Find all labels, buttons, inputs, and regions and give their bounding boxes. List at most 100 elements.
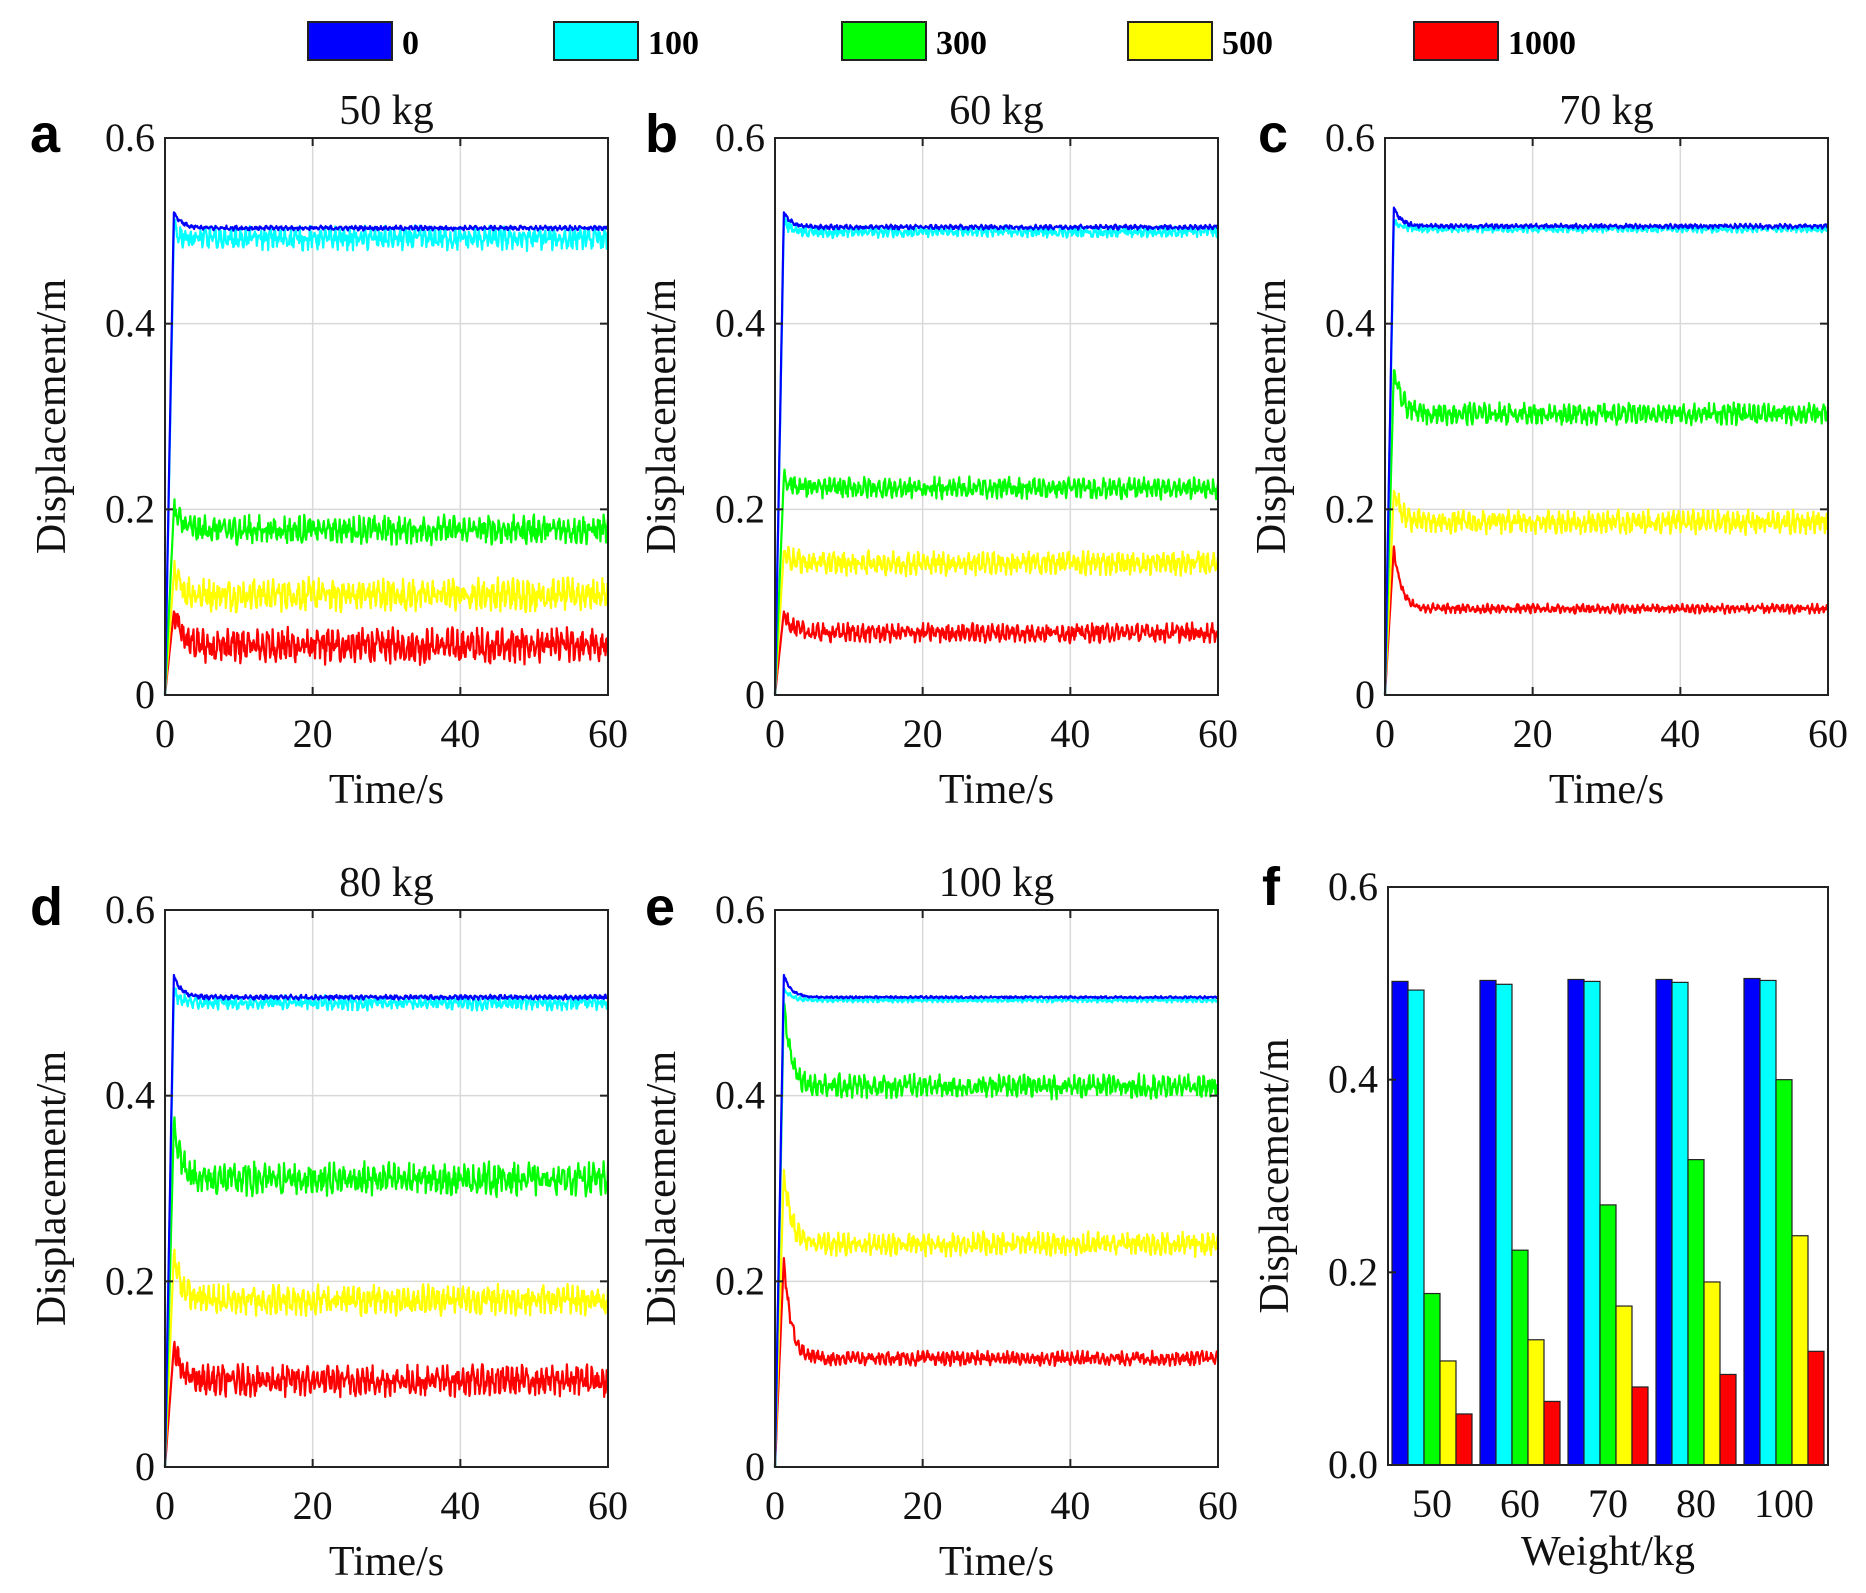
y-tick-label: 0 [135, 1444, 155, 1489]
x-tick-label: 80 [1676, 1481, 1716, 1526]
bar-100-300 [1775, 1079, 1793, 1466]
y-tick-label: 0.4 [105, 301, 155, 346]
y-tick-label: 0.0 [1328, 1442, 1378, 1487]
series-line-c-500 [1383, 489, 1830, 696]
bar-100-1000 [1807, 1350, 1825, 1466]
x-tick-label: 40 [1050, 1483, 1090, 1528]
bar-80-100 [1671, 981, 1689, 1466]
bar-80-300 [1687, 1159, 1705, 1466]
y-tick-label: 0.4 [715, 1073, 765, 1118]
legend-label-300: 300 [936, 25, 987, 62]
series-line-b-100 [773, 217, 1220, 696]
y-tick-label: 0 [745, 672, 765, 717]
series-line-d-500 [163, 1248, 610, 1468]
y-tick-label: 0 [1355, 672, 1375, 717]
y-tick-label: 0.2 [1325, 486, 1375, 531]
x-tick-label: 60 [588, 711, 628, 756]
x-tick-label: 100 [1754, 1481, 1814, 1526]
plot-area [775, 910, 1218, 1467]
series-line-d-300 [163, 1116, 610, 1468]
series-line-d-0 [163, 973, 609, 1468]
legend-swatch-0 [307, 21, 393, 61]
bar-100-100 [1759, 979, 1777, 1466]
legend-item-1000: 1000 [1413, 21, 1576, 62]
legend-swatch-100 [553, 21, 639, 61]
panel-c: c 70 kg 0 20 40 60 0 0.2 0.4 0.6 Time/s Displacemen… [1249, 88, 1848, 813]
panel-label-c: c [1258, 104, 1288, 164]
bar-60-100 [1495, 983, 1513, 1466]
plot-frame [1387, 886, 1829, 1466]
legend-swatch-300 [841, 21, 927, 61]
y-tick-label: 0.4 [715, 301, 765, 346]
panel-b: b 60 kg 0 20 40 60 0 0.2 0.4 0.6 Time/s Displacemen… [639, 88, 1238, 813]
bar-50-100 [1407, 989, 1425, 1466]
bar-60-1000 [1543, 1400, 1561, 1466]
series-line-a-0 [163, 211, 609, 696]
bar-100-500 [1791, 1235, 1809, 1466]
x-axis-label: Weight/kg [1521, 1529, 1695, 1575]
x-tick-label: 20 [293, 1483, 333, 1528]
x-tick-label: 0 [765, 711, 785, 756]
x-tick-label: 20 [293, 711, 333, 756]
bar-60-0 [1479, 979, 1497, 1466]
panel-label-e: e [645, 877, 675, 937]
bar-60-300 [1511, 1249, 1529, 1466]
x-tick-label: 40 [1050, 711, 1090, 756]
series-line-c-0 [1383, 206, 1829, 696]
x-tick-label: 40 [440, 711, 480, 756]
series-line-e-1000 [773, 1257, 1220, 1468]
legend-label-100: 100 [648, 25, 699, 62]
y-axis-label: Displacement/m [29, 279, 75, 555]
y-tick-label: 0.2 [715, 1258, 765, 1303]
series-line-d-1000 [163, 1340, 610, 1468]
panels: a 50 kg 0 20 40 60 0 0.2 0.4 0.6 Time/s Displacemen… [29, 88, 1848, 1585]
panel-label-b: b [645, 104, 678, 164]
legend-label-1000: 1000 [1508, 25, 1576, 62]
plot-frame [774, 909, 1219, 1468]
x-tick-label: 60 [1500, 1481, 1540, 1526]
y-tick-label: 0.2 [105, 1258, 155, 1303]
x-tick-label: 0 [155, 711, 175, 756]
x-tick-label: 20 [1513, 711, 1553, 756]
legend-item-0: 0 [307, 21, 419, 62]
panel-title-c: 70 kg [1559, 88, 1654, 134]
x-axis-label: Time/s [939, 767, 1054, 813]
plot-area [775, 138, 1218, 695]
legend: 0 100 300 500 1000 [307, 21, 1576, 62]
x-tick-label: 0 [155, 1483, 175, 1528]
y-tick-label: 0 [745, 1444, 765, 1489]
bar-70-100 [1583, 980, 1601, 1466]
bar-80-500 [1703, 1281, 1721, 1466]
panel-title-d: 80 kg [339, 860, 434, 906]
legend-label-0: 0 [402, 25, 419, 62]
y-tick-label: 0.6 [715, 115, 765, 160]
y-axis-label: Displacement/m [639, 1051, 685, 1327]
bar-80-0 [1655, 978, 1673, 1466]
x-tick-label: 0 [1375, 711, 1395, 756]
x-axis-label: Time/s [1549, 767, 1664, 813]
y-tick-label: 0.4 [1325, 301, 1375, 346]
bar-70-500 [1615, 1305, 1633, 1466]
series-line-a-300 [163, 498, 610, 696]
series-line-e-0 [773, 973, 1219, 1468]
series-line-b-0 [773, 211, 1219, 696]
bar-60-500 [1527, 1339, 1545, 1466]
bar-70-1000 [1631, 1386, 1649, 1466]
bar-50-0 [1391, 980, 1409, 1466]
y-axis-label: Displacement/m [1249, 279, 1295, 555]
plot-frame [774, 137, 1219, 696]
y-axis-label: Displacement/m [639, 279, 685, 555]
bar-70-300 [1599, 1204, 1617, 1466]
bar-50-1000 [1455, 1413, 1473, 1466]
series-line-e-500 [773, 1168, 1220, 1468]
y-axis-label: Displacement/m [29, 1051, 75, 1327]
series-line-e-100 [773, 987, 1219, 1468]
series-line-c-300 [1383, 369, 1830, 696]
series-line-c-1000 [1383, 545, 1830, 696]
x-tick-label: 20 [903, 1483, 943, 1528]
y-tick-label: 0.6 [105, 115, 155, 160]
plot-frame [1384, 137, 1829, 696]
panel-title-a: 50 kg [339, 88, 434, 134]
x-tick-label: 0 [765, 1483, 785, 1528]
y-tick-label: 0.4 [105, 1073, 155, 1118]
